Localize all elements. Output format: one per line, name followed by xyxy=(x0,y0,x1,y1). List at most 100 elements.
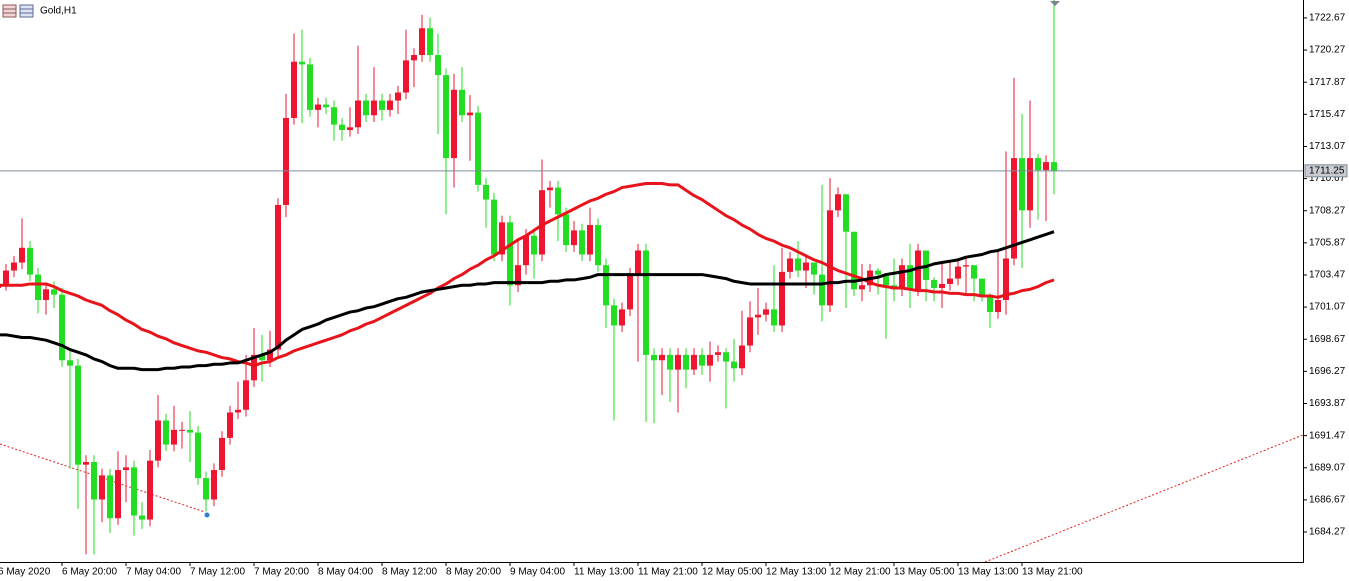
candle-body xyxy=(771,309,777,326)
candle-body xyxy=(851,231,857,290)
candle-body xyxy=(163,420,169,445)
candle-body xyxy=(987,294,993,313)
candle-body xyxy=(235,409,241,413)
candle-body xyxy=(219,437,225,471)
bid-label: 1711.25 xyxy=(1309,165,1345,176)
candle-body xyxy=(419,28,425,56)
candle-body xyxy=(227,412,233,438)
y-tick-label: 1689.07 xyxy=(1309,462,1346,473)
candle-body xyxy=(843,194,849,232)
y-tick-label: 1698.67 xyxy=(1309,334,1346,345)
x-tick-label: 12 May 05:00 xyxy=(702,567,763,578)
y-tick-label: 1722.67 xyxy=(1309,13,1346,24)
candle-body xyxy=(627,274,633,310)
candle-body xyxy=(1043,162,1049,171)
moving-average-line xyxy=(0,230,1055,372)
candle-body xyxy=(275,204,281,350)
x-tick-label: 7 May 12:00 xyxy=(190,567,245,578)
candle-body xyxy=(819,274,825,306)
candle-body xyxy=(179,429,185,431)
symbol-icon xyxy=(2,4,34,18)
y-tick-label: 1717.87 xyxy=(1309,77,1346,88)
y-tick-label: 1715.47 xyxy=(1309,109,1346,120)
candle-body xyxy=(547,187,553,191)
y-tick-label: 1713.07 xyxy=(1309,141,1346,152)
candle-body xyxy=(515,265,521,286)
candle-body xyxy=(531,235,537,255)
candle-body xyxy=(347,127,353,130)
candle-body xyxy=(683,354,689,370)
candle-body xyxy=(283,117,289,205)
candle-body xyxy=(299,61,305,65)
candle-body xyxy=(1011,158,1017,259)
x-tick-label: 13 May 13:00 xyxy=(958,567,1019,578)
candle-body xyxy=(467,112,473,116)
candle-body xyxy=(259,354,265,361)
candle-body xyxy=(539,190,545,255)
x-tick-label: 8 May 12:00 xyxy=(382,567,437,578)
candle-body xyxy=(19,247,25,263)
candle-body xyxy=(963,265,969,267)
candle-body xyxy=(635,250,641,275)
candle-body xyxy=(811,262,817,275)
candle-body xyxy=(1003,258,1009,301)
candle-body xyxy=(755,314,761,318)
candle-body xyxy=(291,61,297,118)
candle-body xyxy=(491,199,497,255)
y-tick-label: 1710.67 xyxy=(1309,173,1346,184)
candle-body xyxy=(619,309,625,326)
candle-body xyxy=(315,104,321,110)
candle-body xyxy=(427,28,433,56)
candle-body xyxy=(907,265,913,290)
candle-body xyxy=(611,305,617,326)
candle-body xyxy=(523,235,529,266)
candle-body xyxy=(3,270,9,284)
plot-area xyxy=(0,0,1303,562)
candle-body xyxy=(595,225,601,266)
candle-body xyxy=(947,278,953,284)
candle-body xyxy=(939,283,945,288)
candle-body xyxy=(155,420,161,461)
candle-body xyxy=(675,354,681,370)
candle-body xyxy=(307,64,313,110)
candle-body xyxy=(579,230,585,255)
candle-body xyxy=(483,184,489,200)
candle-body xyxy=(51,289,57,295)
shift-marker[interactable] xyxy=(1050,1,1060,6)
candle-body xyxy=(995,300,1001,313)
candle-body xyxy=(1035,158,1041,171)
candle-body xyxy=(379,100,385,110)
candle-body xyxy=(115,470,121,519)
y-tick-label: 1684.27 xyxy=(1309,527,1346,538)
candle-body xyxy=(691,354,697,370)
candle-body xyxy=(139,515,145,520)
candle-body xyxy=(323,104,329,108)
candle-body xyxy=(195,432,201,479)
candle-body xyxy=(123,467,129,471)
candle-body xyxy=(91,461,97,500)
candle-body xyxy=(739,345,745,369)
y-tick-label: 1703.47 xyxy=(1309,270,1346,281)
anchor-point xyxy=(204,512,210,518)
candle-body xyxy=(835,194,841,211)
candle-body xyxy=(763,309,769,315)
candle-body xyxy=(803,262,809,271)
x-tick-label: 6 May 20:00 xyxy=(62,567,117,578)
x-tick-label: 13 May 05:00 xyxy=(894,567,955,578)
candle-body xyxy=(731,361,737,369)
candle-body xyxy=(83,461,89,465)
candle-body xyxy=(187,429,193,433)
candle-body xyxy=(363,100,369,116)
candle-body xyxy=(131,467,137,516)
x-tick-label: 11 May 21:00 xyxy=(638,567,698,578)
candle-body xyxy=(1051,162,1057,171)
candle-body xyxy=(339,124,345,130)
candle-body xyxy=(603,265,609,306)
candle-body xyxy=(451,89,457,159)
chart-title: Gold,H1 xyxy=(40,6,77,17)
candle-body xyxy=(371,100,377,116)
x-tick-label: 9 May 04:00 xyxy=(510,567,565,578)
